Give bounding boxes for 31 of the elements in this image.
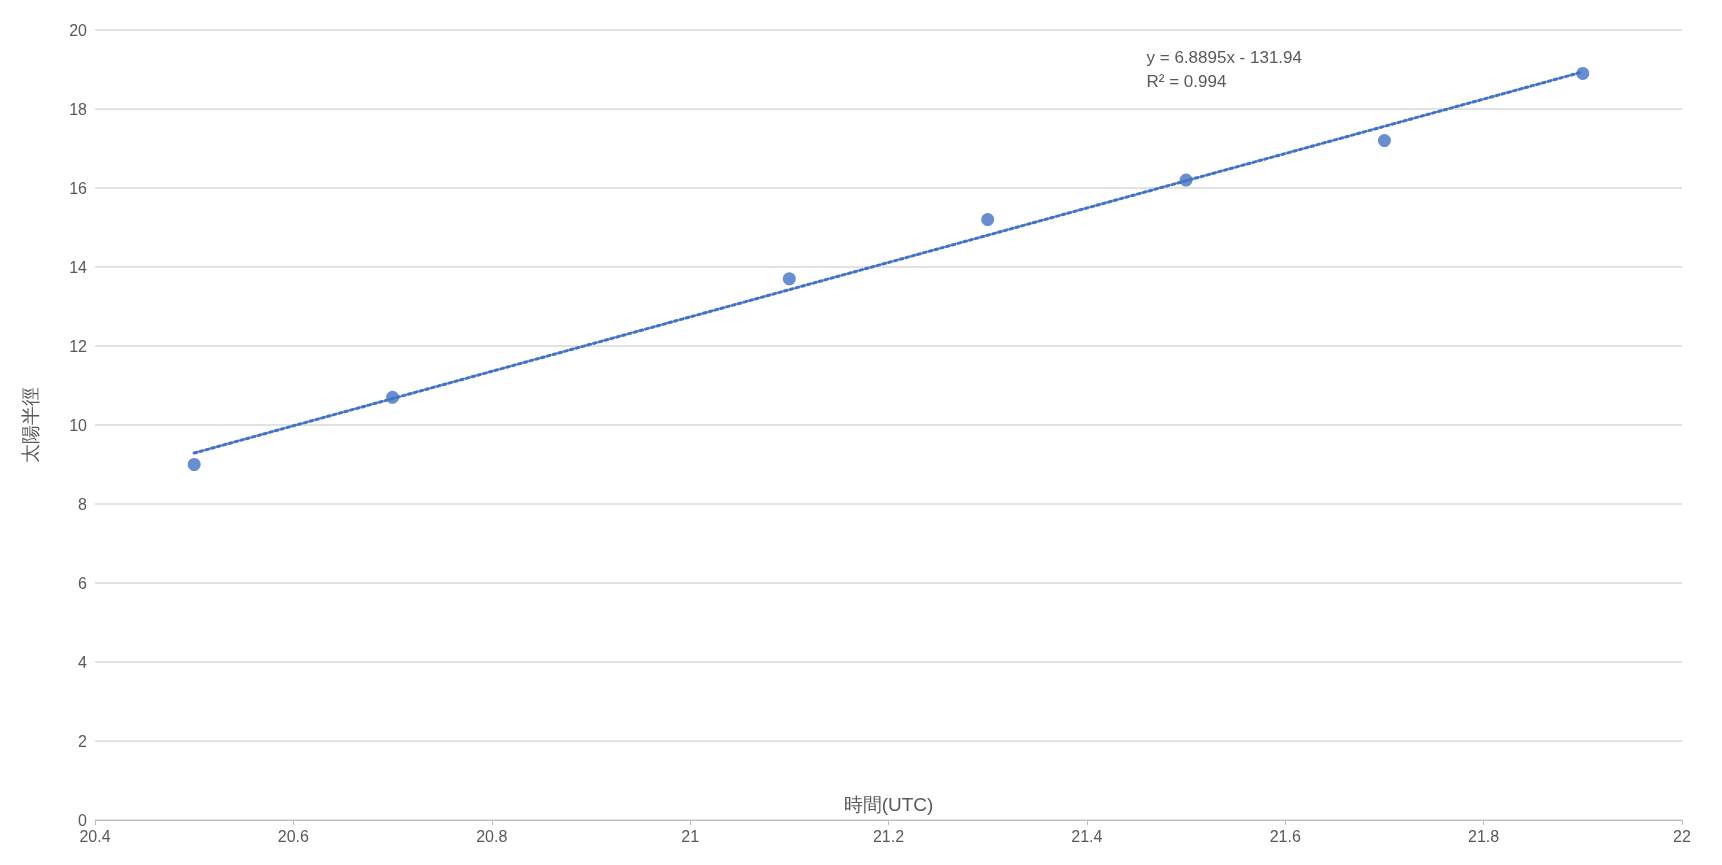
y-tick-label: 10	[69, 416, 88, 434]
x-axis-title: 時間(UTC)	[843, 794, 934, 815]
x-tick-label: 21	[681, 827, 700, 845]
y-tick-label: 4	[78, 653, 88, 671]
y-tick-label: 12	[69, 337, 88, 355]
point	[1377, 134, 1391, 148]
point	[1179, 173, 1193, 187]
x-tick-label: 21.8	[1468, 827, 1500, 845]
x-tick-label: 20.4	[79, 827, 111, 845]
x-tick-label: 22	[1673, 827, 1691, 845]
point	[782, 272, 796, 286]
point	[1576, 66, 1590, 80]
x-tick-label: 20.8	[476, 827, 508, 845]
point	[386, 390, 400, 404]
y-tick-label: 6	[78, 574, 88, 592]
annotation: y = 6.8895x - 131.94	[1146, 47, 1303, 67]
y-tick-label: 20	[69, 21, 88, 39]
point	[981, 213, 995, 227]
y-tick-label: 14	[69, 258, 88, 276]
x-tick-label: 20.6	[277, 827, 310, 845]
y-tick-label: 2	[78, 732, 88, 750]
x-tick-label: 21.4	[1071, 827, 1103, 845]
y-axis-title: 太陽半徑	[20, 387, 41, 463]
y-tick-label: 16	[69, 179, 88, 197]
x-tick-label: 21.6	[1269, 827, 1301, 845]
annotation: R² = 0.994	[1146, 71, 1227, 91]
x-tick-label: 21.2	[872, 827, 905, 845]
y-tick-label: 0	[78, 811, 88, 829]
point	[187, 458, 201, 471]
y-tick-label: 8	[78, 495, 88, 513]
y-tick-label: 18	[69, 100, 88, 118]
